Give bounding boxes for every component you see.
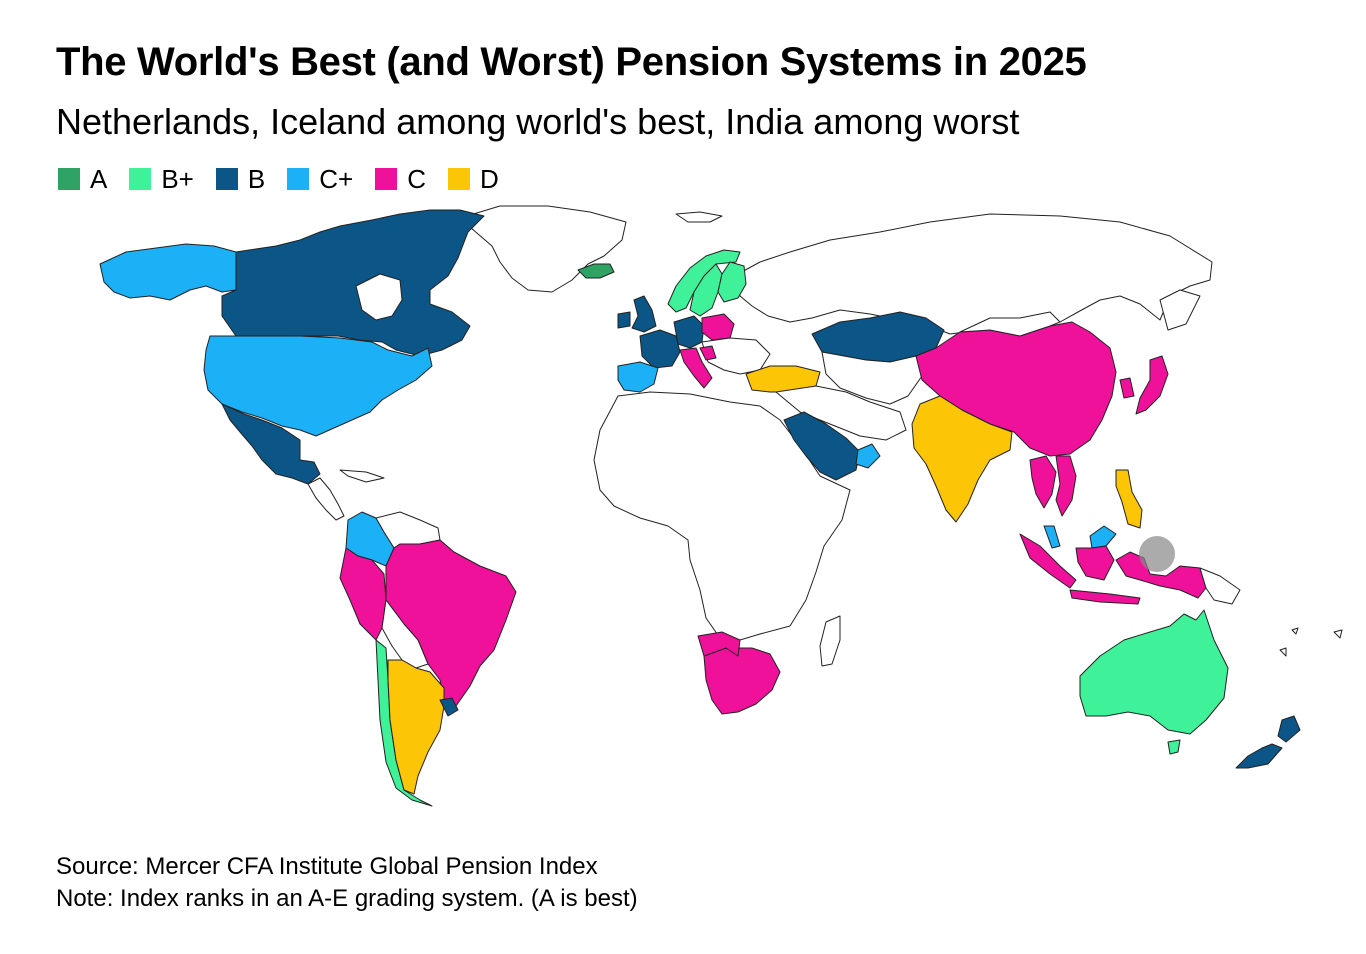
legend-swatch-c-plus xyxy=(287,168,310,190)
region-argentina xyxy=(387,659,445,795)
region-thailand xyxy=(1029,455,1057,509)
central-america xyxy=(307,477,345,521)
legend-item-b-plus: B+ xyxy=(129,166,194,192)
region-malaysia xyxy=(1043,525,1061,549)
grading-note: Note: Index ranks in an A-E grading syst… xyxy=(56,885,638,912)
madagascar xyxy=(819,615,841,667)
legend-label-b-plus: B+ xyxy=(161,164,194,194)
pacific-island-1 xyxy=(1333,629,1343,639)
legend-item-a: A xyxy=(58,166,107,192)
region-uruguay xyxy=(439,697,459,717)
kamchatka xyxy=(1159,289,1201,331)
region-poland xyxy=(701,313,735,341)
region-botswana xyxy=(697,631,741,657)
legend-label-c: C xyxy=(407,164,426,194)
legend-swatch-b-plus xyxy=(129,168,152,190)
region-indonesia-java xyxy=(1069,589,1141,605)
svalbard xyxy=(675,211,723,223)
legend-label-d: D xyxy=(479,164,499,194)
region-mexico xyxy=(221,403,321,485)
legend-item-d: D xyxy=(447,164,499,194)
region-indonesia-borneo xyxy=(1075,545,1115,581)
region-ireland xyxy=(617,311,631,329)
papua-new-guinea xyxy=(1199,567,1241,605)
region-tasmania xyxy=(1167,739,1181,755)
region-united-arab-emirates xyxy=(855,443,881,469)
region-new-zealand-south xyxy=(1235,743,1283,769)
legend-item-c: C xyxy=(375,166,426,192)
chart-notes: Source: Mercer CFA Institute Global Pens… xyxy=(56,851,638,915)
central-asia xyxy=(821,351,923,405)
region-canada xyxy=(221,209,485,357)
legend-swatch-b xyxy=(215,168,238,190)
legend-swatch-c xyxy=(375,168,398,190)
hudson-bay xyxy=(355,273,403,321)
region-india xyxy=(911,395,1013,523)
region-south-korea xyxy=(1119,377,1135,399)
region-norway xyxy=(667,249,741,313)
region-indonesia xyxy=(1019,533,1077,589)
source-note: Source: Mercer CFA Institute Global Pens… xyxy=(56,853,598,880)
region-germany xyxy=(673,315,705,349)
legend-label-b: B xyxy=(247,164,266,194)
russia xyxy=(737,213,1213,335)
region-france xyxy=(639,329,681,369)
chart-title: The World's Best (and Worst) Pension Sys… xyxy=(56,40,1087,84)
region-saudi-arabia xyxy=(783,411,861,481)
region-japan xyxy=(1135,355,1169,415)
region-malaysia-borneo xyxy=(1089,525,1117,549)
world-map xyxy=(99,205,1343,807)
legend-item-b: B xyxy=(215,164,266,194)
legend-item-c-plus: C+ xyxy=(287,166,353,192)
chart-subtitle: Netherlands, Iceland among world's best,… xyxy=(56,101,1020,142)
legend-label-a: A xyxy=(90,164,108,194)
region-italy xyxy=(679,347,713,389)
region-australia xyxy=(1079,609,1229,735)
mongolia xyxy=(959,311,1061,337)
region-vietnam xyxy=(1055,455,1077,517)
pacific-island-2 xyxy=(1291,627,1299,635)
region-united-kingdom xyxy=(631,295,657,333)
region-philippines xyxy=(1115,469,1143,529)
legend: A B+ B C+ C D xyxy=(58,166,499,192)
region-spain xyxy=(617,361,659,393)
africa xyxy=(593,391,851,641)
legend-swatch-d xyxy=(447,168,470,190)
region-croatia xyxy=(699,345,717,361)
legend-label-c-plus: C+ xyxy=(319,164,354,194)
cursor-indicator xyxy=(1139,536,1175,572)
region-finland xyxy=(717,261,747,303)
pacific-island-3 xyxy=(1279,647,1287,657)
region-south-africa xyxy=(703,647,781,715)
region-iceland xyxy=(577,263,615,279)
greenland xyxy=(459,205,627,293)
region-new-zealand xyxy=(1277,715,1301,743)
region-alaska xyxy=(99,243,237,301)
legend-swatch-a xyxy=(58,168,80,190)
cuba xyxy=(339,469,385,483)
